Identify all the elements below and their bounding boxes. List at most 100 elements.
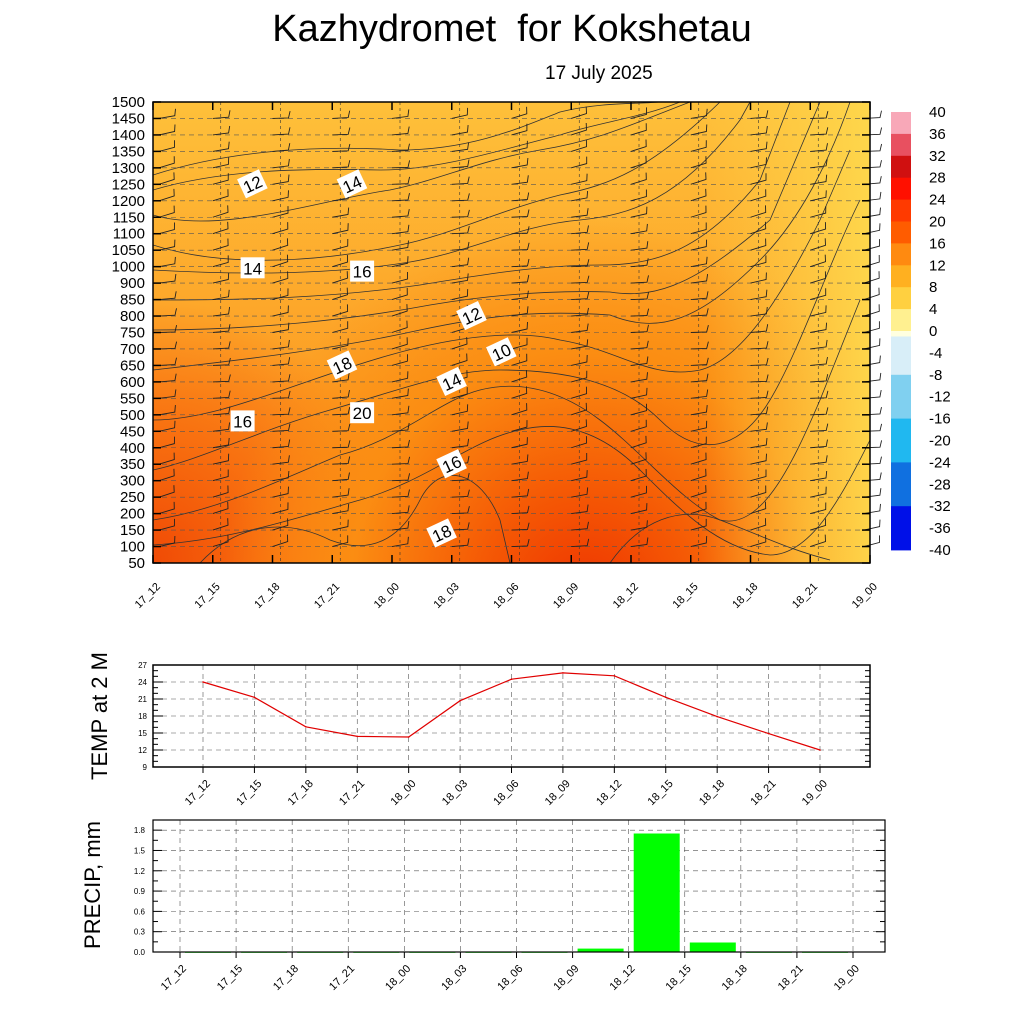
wind-barb — [332, 488, 350, 498]
wind-barb — [630, 468, 647, 482]
wind-barb — [272, 339, 290, 350]
wind-barb — [158, 291, 177, 301]
colorbar-cell — [891, 248, 911, 255]
colorbar: 4036322824201612840-4-8-12-16-20-24-28-3… — [891, 104, 951, 559]
colorbar-cell — [891, 199, 911, 206]
colorbar-cell — [891, 352, 911, 359]
wind-barb — [391, 240, 409, 251]
wind-barb — [391, 272, 408, 284]
wind-barb — [332, 110, 351, 119]
temp-y-tick-label: 12 — [138, 746, 147, 755]
main-y-tick-label: 150 — [120, 522, 145, 539]
contour-label: 16 — [230, 410, 255, 432]
main-y-tick-label: 1350 — [112, 143, 145, 160]
wind-barb — [332, 407, 351, 416]
temp-point — [767, 732, 770, 735]
wind-barb — [391, 320, 408, 333]
main-x-tick-label: 18_12 — [611, 581, 641, 611]
colorbar-tick-label: -12 — [929, 389, 951, 406]
main-y-tick-label: 500 — [120, 407, 145, 424]
wind-barb — [630, 356, 649, 366]
wind-barb — [212, 324, 231, 333]
main-y-tick-label: 1400 — [112, 127, 145, 144]
contour-line — [153, 199, 861, 471]
wind-barb — [391, 354, 408, 366]
wind-barb — [451, 538, 470, 547]
wind-barb — [750, 205, 767, 218]
wind-barb — [212, 437, 230, 449]
wind-barb — [451, 273, 469, 284]
wind-barb — [571, 259, 590, 268]
wind-barb — [750, 422, 768, 432]
wind-barb — [158, 308, 177, 317]
wind-barb — [158, 436, 175, 449]
colorbar-cell — [891, 259, 911, 266]
wind-barb — [451, 142, 470, 152]
main-x-tick-label: 19_00 — [850, 581, 880, 611]
wind-barb — [750, 173, 767, 185]
colorbar-cell — [891, 462, 911, 469]
wind-barb — [511, 420, 528, 432]
wind-barb — [451, 241, 470, 251]
colorbar-cell — [891, 117, 911, 124]
colorbar-tick-label: 12 — [929, 257, 946, 274]
wind-barb — [571, 419, 587, 432]
wind-barb — [272, 110, 291, 119]
wind-barb — [750, 289, 768, 301]
wind-barb — [158, 222, 175, 235]
wind-barb — [511, 242, 530, 251]
wind-barb — [451, 522, 470, 531]
wind-barb — [690, 172, 707, 185]
wind-barb — [272, 407, 291, 416]
wind-barb — [690, 373, 709, 383]
contour-label-text: 16 — [233, 412, 252, 431]
wind-barb — [158, 535, 176, 547]
wind-barb — [571, 386, 588, 399]
colorbar-cell — [891, 374, 911, 381]
contour-line — [153, 102, 821, 331]
colorbar-cell — [891, 298, 911, 305]
colorbar-cell — [891, 544, 911, 551]
colorbar-cell — [891, 511, 911, 518]
chart-subtitle: 17 July 2025 — [545, 63, 653, 84]
temp-x-tick-label: 19_00 — [800, 778, 830, 808]
wind-barb — [212, 341, 231, 350]
main-y-tick-label: 250 — [120, 489, 145, 506]
colorbar-cell — [891, 287, 911, 294]
wind-barb — [630, 258, 649, 268]
colorbar-tick-label: 32 — [929, 148, 946, 165]
precip-y-tick-label: 0.9 — [134, 887, 146, 896]
wind-barb — [511, 123, 528, 136]
contour-label-bg — [350, 260, 375, 282]
wind-barb — [272, 470, 290, 482]
wind-barb — [511, 505, 530, 515]
wind-barb — [511, 522, 530, 531]
temp-point — [716, 715, 718, 718]
wind-barbs — [158, 106, 883, 547]
contour-label-bg — [436, 449, 467, 479]
wind-barb — [690, 156, 707, 169]
temp-point — [459, 699, 461, 702]
contour-label: 12 — [237, 169, 268, 199]
contour-label: 18 — [426, 518, 457, 548]
wind-barb — [212, 110, 231, 119]
temp-panel: 9 12 15 18 21 24 27 17_12 17_15 17_18 17_21 18_00 18… — [87, 652, 871, 808]
wind-barb — [272, 143, 291, 152]
wind-barb — [332, 238, 349, 251]
wind-barb — [511, 471, 529, 482]
wind-barb — [272, 502, 289, 515]
wind-barb — [332, 127, 351, 136]
wind-barb — [810, 423, 829, 432]
temp-point — [562, 672, 564, 674]
wind-barb — [391, 473, 411, 482]
wind-barb — [212, 205, 229, 218]
main-y-tick-label: 50 — [128, 555, 145, 572]
colorbar-cell — [891, 478, 911, 485]
wind-barb — [750, 406, 769, 416]
wind-barb — [451, 289, 469, 301]
wind-barb — [272, 534, 289, 547]
wind-barb — [810, 238, 826, 251]
wind-barb — [810, 222, 827, 235]
contour-line — [153, 149, 851, 421]
colorbar-cell — [891, 232, 911, 239]
